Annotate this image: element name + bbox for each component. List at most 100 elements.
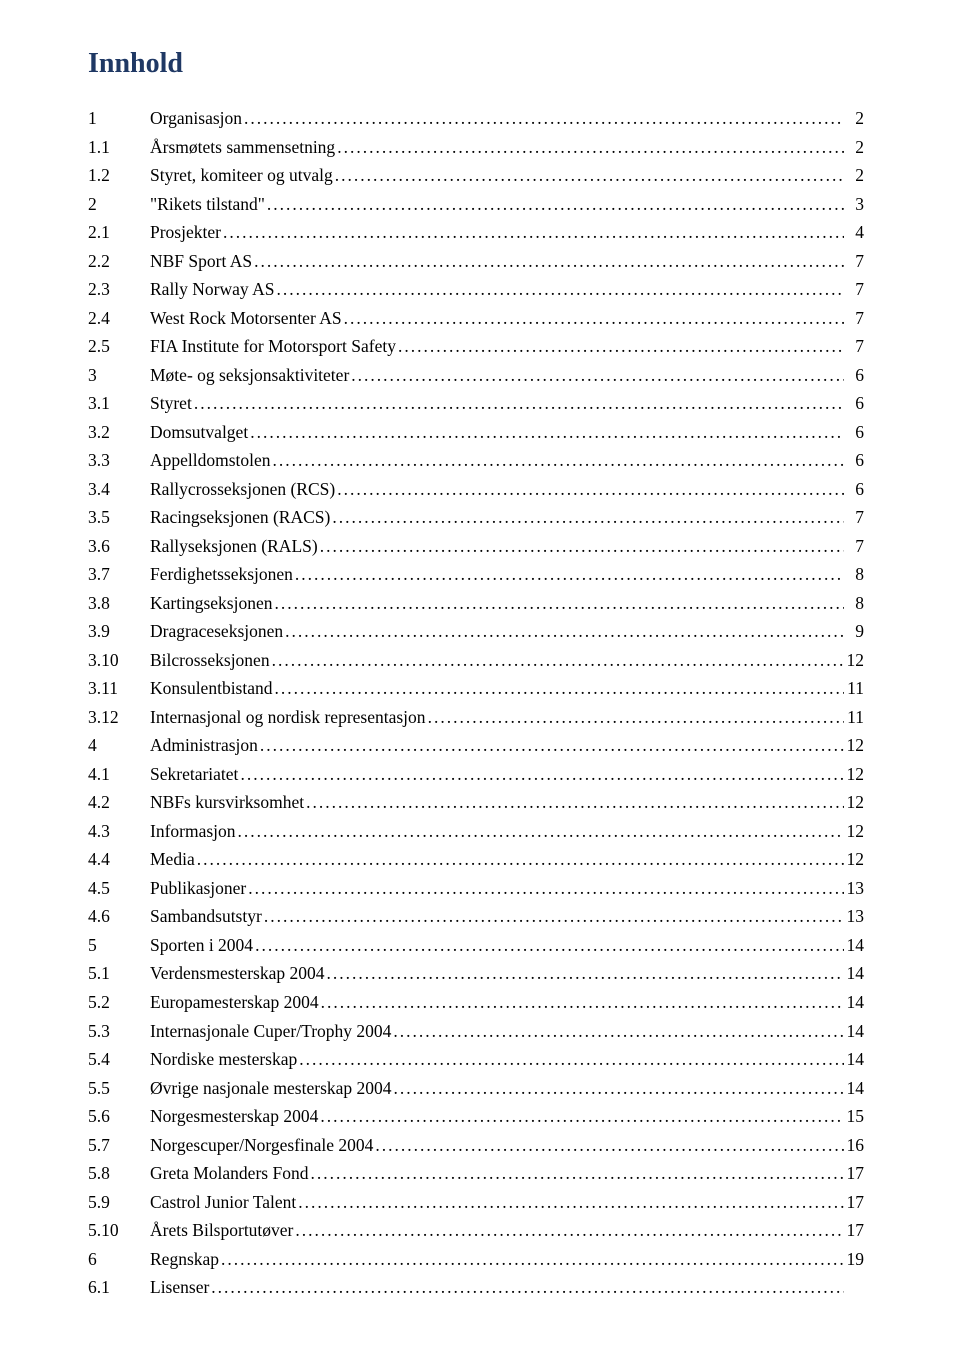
toc-entry-text: Bilcrosseksjonen: [150, 646, 270, 675]
toc-entry-number: 6.1: [88, 1273, 150, 1302]
toc-entry: 5.4Nordiske mesterskap..................…: [88, 1045, 864, 1074]
toc-entry-text: Årets Bilsportutøver: [150, 1216, 293, 1245]
toc-entry-page: 12: [844, 646, 864, 675]
toc-entry-page: 12: [844, 760, 864, 789]
toc-leader-dots: ........................................…: [304, 788, 844, 817]
toc-entry-number: 3.12: [88, 703, 150, 732]
toc-entry-text: Verdensmesterskap 2004: [150, 959, 324, 988]
toc-entry-number: 4: [88, 731, 150, 760]
toc-entry-text: Europamesterskap 2004: [150, 988, 319, 1017]
toc-entry-page: 12: [844, 817, 864, 846]
toc-entry-page: 12: [844, 731, 864, 760]
toc-leader-dots: ........................................…: [333, 161, 844, 190]
toc-entry-page: 2: [844, 133, 864, 162]
toc-entry: 3Møte- og seksjonsaktiviteter...........…: [88, 361, 864, 390]
toc-leader-dots: ........................................…: [335, 475, 844, 504]
toc-entry: 5.6Norgesmesterskap 2004................…: [88, 1102, 864, 1131]
toc-entry: 3.10Bilcrosseksjonen....................…: [88, 646, 864, 675]
toc-leader-dots: ........................................…: [349, 361, 844, 390]
toc-entry-page: 19: [844, 1245, 864, 1274]
toc-entry-number: 3.5: [88, 503, 150, 532]
toc-entry: 4.3Informasjon..........................…: [88, 817, 864, 846]
toc-entry-page: 7: [844, 247, 864, 276]
toc-entry: 5.10Årets Bilsportutøver................…: [88, 1216, 864, 1245]
toc-entry-number: 3.6: [88, 532, 150, 561]
toc-entry-text: Sambandsutstyr: [150, 902, 262, 931]
toc-entry: 2"Rikets tilstand"......................…: [88, 190, 864, 219]
toc-entry-page: 11: [844, 674, 864, 703]
toc-entry: 2.5FIA Institute for Motorsport Safety..…: [88, 332, 864, 361]
toc-leader-dots: ........................................…: [273, 674, 845, 703]
toc-leader-dots: ........................................…: [270, 646, 844, 675]
toc-entry: 5.1Verdensmesterskap 2004...............…: [88, 959, 864, 988]
toc-entry-number: 5.7: [88, 1131, 150, 1160]
toc-entry: 3.11Konsulentbistand....................…: [88, 674, 864, 703]
toc-entry-page: 6: [844, 389, 864, 418]
toc-entry: 4.2NBFs kursvirksomhet..................…: [88, 788, 864, 817]
toc-entry-number: 5.2: [88, 988, 150, 1017]
toc-entry-page: 7: [844, 532, 864, 561]
toc-leader-dots: ........................................…: [297, 1045, 844, 1074]
toc-entry: 1Organisasjon...........................…: [88, 104, 864, 133]
toc-entry: 5Sporten i 2004.........................…: [88, 931, 864, 960]
toc-entry-number: 3.9: [88, 617, 150, 646]
toc-entry: 6Regnskap...............................…: [88, 1245, 864, 1274]
toc-entry-number: 3.1: [88, 389, 150, 418]
toc-entry: 5.8Greta Molanders Fond.................…: [88, 1159, 864, 1188]
toc-leader-dots: ........................................…: [246, 874, 844, 903]
toc-entry-text: NBFs kursvirksomhet: [150, 788, 304, 817]
toc-leader-dots: ........................................…: [238, 760, 844, 789]
toc-entry: 3.6Rallyseksjonen (RALS)................…: [88, 532, 864, 561]
toc-entry-text: Dragraceseksjonen: [150, 617, 283, 646]
toc-entry: 3.8Kartingseksjonen.....................…: [88, 589, 864, 618]
toc-entry-text: Styret: [150, 389, 192, 418]
toc-leader-dots: ........................................…: [221, 218, 844, 247]
toc-entry-number: 1.1: [88, 133, 150, 162]
toc-entry-number: 2.5: [88, 332, 150, 361]
toc-entry-page: 17: [844, 1216, 864, 1245]
toc-leader-dots: ........................................…: [252, 247, 844, 276]
toc-entry-text: NBF Sport AS: [150, 247, 252, 276]
toc-entry-text: Øvrige nasjonale mesterskap 2004: [150, 1074, 392, 1103]
toc-entry-text: Greta Molanders Fond: [150, 1159, 308, 1188]
toc-entry-page: 7: [844, 304, 864, 333]
toc-entry-number: 5.8: [88, 1159, 150, 1188]
toc-entry-page: 9: [844, 617, 864, 646]
toc-entry-page: 15: [844, 1102, 864, 1131]
toc-entry-text: Internasjonal og nordisk representasjon: [150, 703, 426, 732]
toc-entry-page: 11: [844, 703, 864, 732]
toc-entry-number: 6: [88, 1245, 150, 1274]
toc-entry-page: 4: [844, 218, 864, 247]
toc-entry-number: 3.10: [88, 646, 150, 675]
toc-entry-number: 2: [88, 190, 150, 219]
toc-leader-dots: ........................................…: [426, 703, 844, 732]
toc-entry-number: 5.6: [88, 1102, 150, 1131]
toc-entry-text: Internasjonale Cuper/Trophy 2004: [150, 1017, 391, 1046]
toc-entry: 5.5Øvrige nasjonale mesterskap 2004.....…: [88, 1074, 864, 1103]
toc-entry-text: Norgescuper/Norgesfinale 2004: [150, 1131, 373, 1160]
toc-entry-number: 4.3: [88, 817, 150, 846]
toc-entry: 4.5Publikasjoner........................…: [88, 874, 864, 903]
toc-entry-number: 5.10: [88, 1216, 150, 1245]
toc-entry-page: 14: [844, 988, 864, 1017]
toc-entry-page: 12: [844, 788, 864, 817]
toc-entry-number: 5: [88, 931, 150, 960]
toc-entry: 4.4Media................................…: [88, 845, 864, 874]
toc-entry-text: "Rikets tilstand": [150, 190, 265, 219]
toc-entry-page: 6: [844, 418, 864, 447]
toc-entry: 2.1Prosjekter...........................…: [88, 218, 864, 247]
toc-entry-number: 5.1: [88, 959, 150, 988]
toc-entry: 3.4Rallycrosseksjonen (RCS).............…: [88, 475, 864, 504]
toc-leader-dots: ........................................…: [318, 532, 844, 561]
toc-entry-text: Castrol Junior Talent: [150, 1188, 296, 1217]
toc-list: 1Organisasjon...........................…: [88, 104, 864, 1302]
toc-leader-dots: ........................................…: [242, 104, 844, 133]
toc-entry-page: 6: [844, 446, 864, 475]
toc-entry-page: 14: [844, 1017, 864, 1046]
toc-entry-page: 12: [844, 845, 864, 874]
toc-entry-number: 5.3: [88, 1017, 150, 1046]
toc-leader-dots: ........................................…: [271, 446, 844, 475]
toc-leader-dots: ........................................…: [219, 1245, 844, 1274]
toc-entry: 3.3Appelldomstolen......................…: [88, 446, 864, 475]
toc-entry-page: 14: [844, 959, 864, 988]
